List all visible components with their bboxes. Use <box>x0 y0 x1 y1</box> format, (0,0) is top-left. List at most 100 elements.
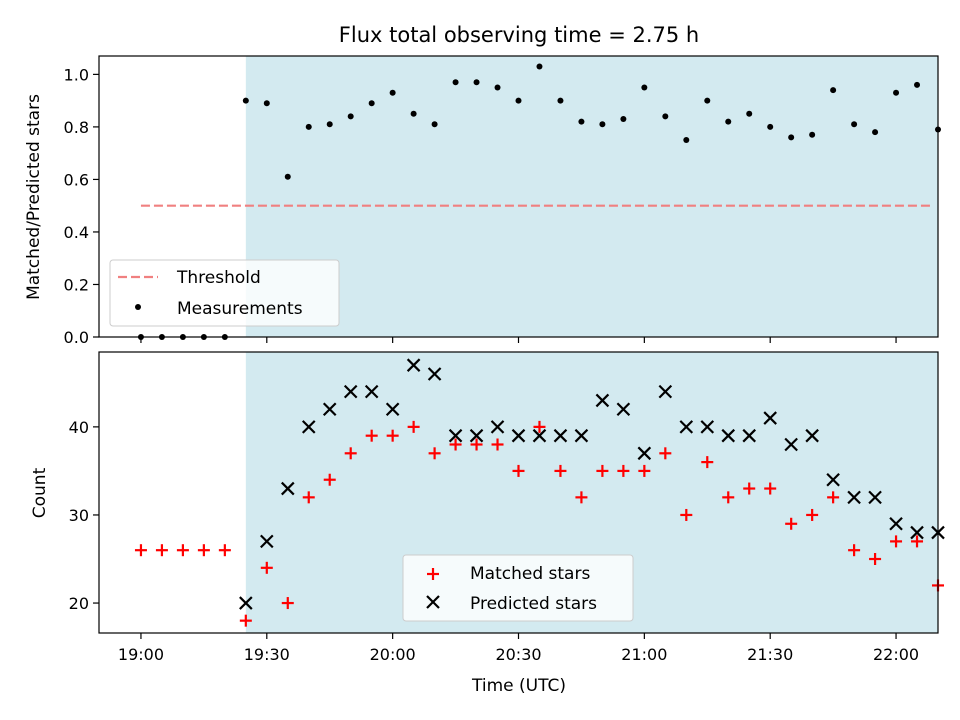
y-tick-label: 0.6 <box>64 170 89 189</box>
marker-stroke <box>805 428 819 443</box>
measurement-point <box>578 118 585 125</box>
predicted-star-marker <box>910 525 924 540</box>
predicted-star-marker <box>301 420 316 434</box>
measurement-point <box>662 113 669 120</box>
measurement-point <box>641 84 648 91</box>
predicted-star-marker <box>637 446 652 461</box>
legend-measurement-swatch <box>135 304 141 310</box>
legend-matched-swatch <box>427 568 439 580</box>
matched-star-marker <box>743 482 756 495</box>
marker-stroke <box>280 481 295 496</box>
legend-predicted-label: Predicted stars <box>470 594 597 614</box>
marker-stroke <box>847 490 861 505</box>
matched-star-marker <box>785 517 798 530</box>
predicted-star-marker <box>343 384 358 399</box>
marker-stroke <box>385 402 400 417</box>
legend-threshold-label: Threshold <box>176 268 261 288</box>
predicted-star-marker <box>847 490 861 505</box>
marker-stroke <box>637 446 652 461</box>
measurement-point <box>893 89 900 96</box>
marker-stroke <box>763 411 777 425</box>
predicted-star-marker <box>595 393 610 408</box>
matched-star-marker <box>554 464 567 477</box>
bottom-panel-y-axis-label: Count <box>30 467 50 518</box>
marker-stroke <box>532 428 547 443</box>
legend-box <box>109 259 340 327</box>
legend-measurement-label: Measurements <box>177 299 303 319</box>
matched-star-marker <box>323 473 336 486</box>
predicted-star-marker <box>721 428 736 443</box>
marker-stroke <box>784 437 798 452</box>
predicted-star-marker <box>868 490 882 505</box>
bottom-panel-axes: 20 30 40 19:00 19:30 20:00 20:30 21:00 21:30 22:0… <box>69 351 939 664</box>
marker-stroke <box>721 428 736 443</box>
measurement-point <box>263 100 270 107</box>
measurement-point <box>788 134 795 141</box>
matched-star-marker <box>155 544 168 557</box>
marker-stroke <box>364 384 379 399</box>
shaded-observing-window <box>245 56 938 337</box>
measurement-point <box>410 110 417 117</box>
x-tick-label: 20:00 <box>370 645 416 664</box>
predicted-star-marker <box>448 428 463 443</box>
marker-stroke <box>301 420 316 434</box>
measurement-point <box>284 173 291 180</box>
top-panel-axes: 0.0 0.2 0.4 0.6 0.8 1.0 <box>64 55 939 347</box>
measurement-point <box>851 121 858 128</box>
matched-star-marker <box>239 614 252 627</box>
matched-star-marker <box>869 553 882 566</box>
measurement-point <box>725 118 732 125</box>
marker-stroke <box>910 525 924 540</box>
matched-star-marker <box>302 491 315 504</box>
predicted-star-marker <box>427 367 442 381</box>
marker-stroke <box>679 420 694 434</box>
matched-star-marker <box>827 491 840 504</box>
measurement-point <box>830 87 837 94</box>
predicted-star-marker <box>553 428 568 443</box>
legend-matched-label: Matched stars <box>470 564 590 584</box>
measurement-point <box>242 97 249 104</box>
predicted-star-marker <box>826 472 840 487</box>
matched-star-marker <box>386 429 399 442</box>
y-tick-label: 30 <box>69 506 89 525</box>
bottom-panel-legend: Matched stars Predicted stars <box>402 554 634 622</box>
measurement-point <box>683 137 690 144</box>
x-tick-label: 21:00 <box>621 645 667 664</box>
marker-stroke <box>616 402 631 417</box>
marker-stroke <box>553 428 568 443</box>
matched-star-marker <box>533 420 546 433</box>
matched-star-marker <box>134 544 147 557</box>
y-tick-label: 0.8 <box>64 118 89 137</box>
matched-star-marker <box>764 482 777 495</box>
predicted-star-marker <box>679 420 694 434</box>
y-tick-label: 0.4 <box>64 223 89 242</box>
legend-predicted-swatch <box>426 595 440 609</box>
predicted-star-marker <box>469 428 484 443</box>
measurement-point <box>515 97 522 104</box>
x-tick-label: 21:30 <box>747 645 793 664</box>
y-tick-label: 40 <box>69 418 89 437</box>
predicted-star-marker <box>280 481 295 496</box>
measurement-point <box>431 121 438 128</box>
matched-star-marker <box>365 429 378 442</box>
top-panel-shaded-region <box>245 56 938 337</box>
predicted-star-marker <box>700 420 715 434</box>
measurement-point <box>473 79 480 86</box>
marker-stroke <box>868 490 882 505</box>
y-tick-label: 1.0 <box>64 65 89 84</box>
measurement-point <box>326 121 333 128</box>
matched-star-marker <box>470 438 483 451</box>
predicted-star-marker <box>574 428 589 443</box>
marker-stroke <box>742 428 757 443</box>
matched-star-marker <box>428 447 441 460</box>
top-panel-legend: Threshold Measurements <box>109 259 340 327</box>
matched-star-marker <box>575 491 588 504</box>
matched-star-marker <box>911 535 924 548</box>
predicted-star-marker <box>658 384 673 399</box>
matched-star-marker <box>701 456 714 469</box>
x-axis-label: Time (UTC) <box>471 676 566 696</box>
marker-stroke <box>239 596 253 610</box>
matched-star-marker <box>260 561 273 574</box>
x-tick-label: 19:30 <box>244 645 290 664</box>
